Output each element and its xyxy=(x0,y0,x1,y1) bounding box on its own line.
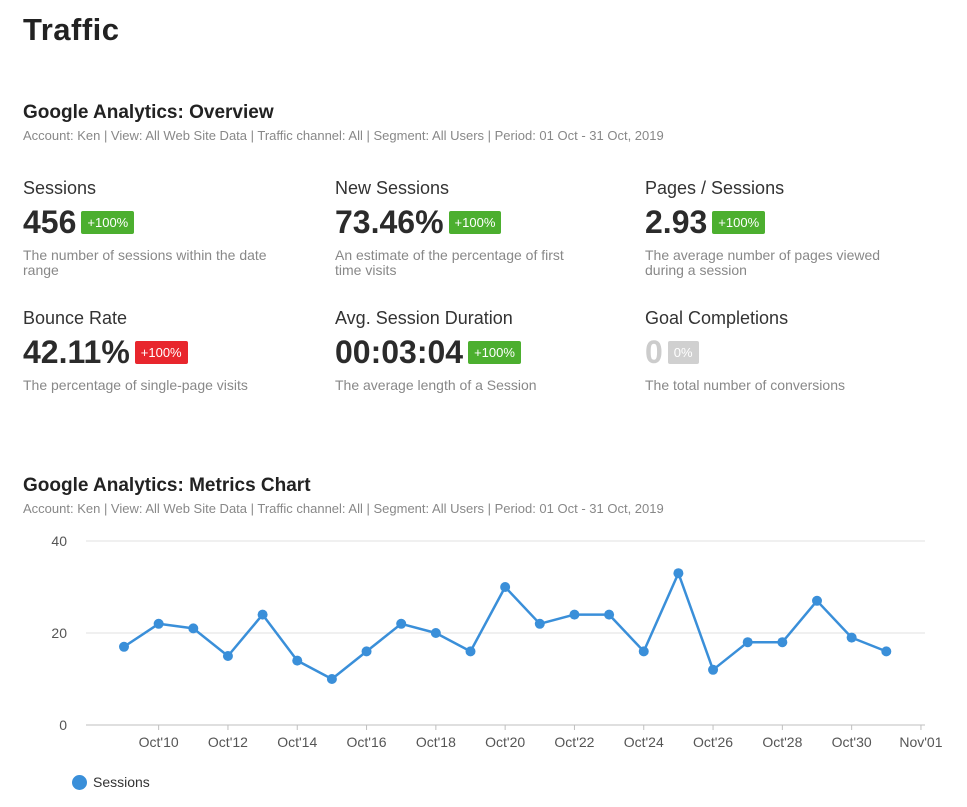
change-badge: +100% xyxy=(134,340,188,364)
legend-marker-icon xyxy=(72,774,87,790)
metric-value: 00:03:04 xyxy=(335,334,464,370)
overview-title: Google Analytics: Overview xyxy=(23,102,274,123)
metric-description: The average length of a Session xyxy=(335,377,537,393)
sessions-data-point xyxy=(188,623,199,634)
change-badge: +100% xyxy=(81,210,135,234)
sessions-data-point xyxy=(708,664,719,675)
change-badge: 0% xyxy=(667,340,699,364)
x-tick-label: Nov'01 xyxy=(899,734,942,750)
y-tick-label: 0 xyxy=(59,717,67,733)
sessions-data-point xyxy=(673,568,684,579)
sessions-data-point xyxy=(812,595,822,606)
metric-value: 0 xyxy=(645,334,663,370)
sessions-data-point xyxy=(534,618,545,629)
metric-description: The total number of conversions xyxy=(645,377,845,393)
sessions-data-point xyxy=(742,637,753,648)
sessions-data-point xyxy=(638,646,649,657)
x-tick-label: Oct'24 xyxy=(624,734,664,750)
sessions-data-point xyxy=(500,582,511,592)
sessions-data-point xyxy=(326,674,337,684)
y-tick-label: 40 xyxy=(51,533,67,549)
sessions-data-point xyxy=(396,618,407,629)
x-tick-label: Oct'30 xyxy=(832,734,872,750)
page-title: Traffic xyxy=(23,12,120,47)
metric-description: The average number of pages viewed durin… xyxy=(645,247,881,278)
sessions-data-point xyxy=(292,655,303,666)
x-tick-label: Oct'26 xyxy=(693,734,733,750)
metric-description: The percentage of single-page visits xyxy=(23,377,248,393)
metric-description: The number of sessions within the date r… xyxy=(23,247,267,278)
metric-new-sessions: New Sessions 73.46% +100% An estimate of… xyxy=(335,176,615,278)
overview-subtitle: Account: Ken | View: All Web Site Data |… xyxy=(23,128,664,143)
y-tick-label: 20 xyxy=(51,625,67,641)
metric-bounce-rate: Bounce Rate 42.11% +100% The percentage … xyxy=(23,306,303,393)
sessions-data-point xyxy=(465,646,476,657)
metric-label: Avg. Session Duration xyxy=(335,308,513,328)
sessions-data-point xyxy=(361,646,372,657)
change-badge: +100% xyxy=(712,210,766,234)
x-tick-label: Oct'14 xyxy=(277,734,317,750)
sessions-data-point xyxy=(569,609,580,620)
sessions-data-point xyxy=(430,628,441,638)
metric-goal-completions: Goal Completions 0 0% The total number o… xyxy=(645,306,925,393)
change-badge: +100% xyxy=(448,210,502,234)
x-tick-label: Oct'22 xyxy=(554,734,594,750)
sessions-data-point xyxy=(777,637,788,648)
metric-value: 42.11% xyxy=(23,334,130,370)
x-tick-label: Oct'12 xyxy=(208,734,248,750)
sessions-data-point xyxy=(881,646,892,657)
sessions-data-point xyxy=(222,651,233,661)
metric-label: New Sessions xyxy=(335,178,450,198)
x-tick-label: Oct'18 xyxy=(416,734,456,750)
metric-value: 73.46% xyxy=(335,204,444,240)
metric-sessions: Sessions 456 +100% The number of session… xyxy=(23,176,303,278)
sessions-data-point xyxy=(119,641,129,652)
x-tick-label: Oct'16 xyxy=(347,734,387,750)
metric-label: Sessions xyxy=(23,178,97,198)
sessions-data-point xyxy=(604,609,615,620)
metric-label: Goal Completions xyxy=(645,308,789,328)
metric-description: An estimate of the percentage of first t… xyxy=(335,247,564,278)
metric-label: Pages / Sessions xyxy=(645,178,785,198)
metric-pages-per-session: Pages / Sessions 2.93 +100% The average … xyxy=(645,176,925,278)
metric-label: Bounce Rate xyxy=(23,308,128,328)
sessions-data-point xyxy=(257,609,268,620)
x-tick-label: Oct'20 xyxy=(485,734,525,750)
change-badge: +100% xyxy=(468,340,521,364)
sessions-line-chart: 0 20 40 Oct'10 Oct'12 Oct'14 Oct'16 Oct'18 Oct'2… xyxy=(51,533,942,750)
metrics-chart-subtitle: Account: Ken | View: All Web Site Data |… xyxy=(23,501,664,516)
metric-avg-session-duration: Avg. Session Duration 00:03:04 +100% The… xyxy=(335,306,615,393)
sessions-data-point xyxy=(846,632,857,643)
x-tick-label: Oct'10 xyxy=(139,734,179,750)
metric-value: 456 xyxy=(23,204,77,240)
metric-value: 2.93 xyxy=(645,204,708,240)
legend-label: Sessions xyxy=(93,774,150,790)
x-tick-label: Oct'28 xyxy=(762,734,802,750)
sessions-data-point xyxy=(153,618,164,629)
chart-legend[interactable]: Sessions xyxy=(72,774,150,790)
metrics-chart-title: Google Analytics: Metrics Chart xyxy=(23,475,311,496)
